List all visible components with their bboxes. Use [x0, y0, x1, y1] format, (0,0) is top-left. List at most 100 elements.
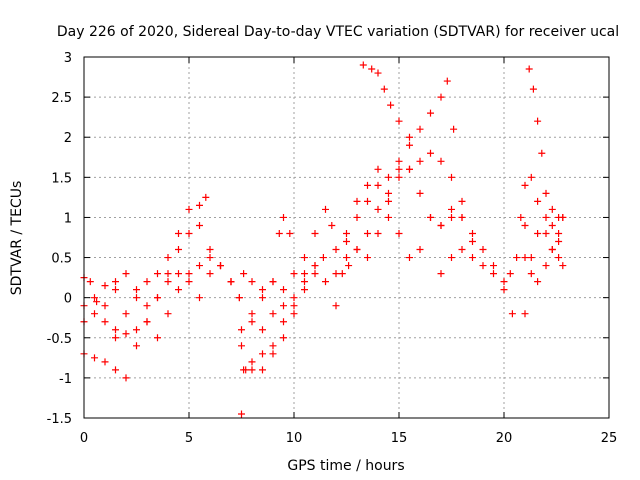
data-point — [458, 197, 466, 205]
data-point — [332, 246, 340, 254]
data-point — [343, 229, 350, 237]
series-track-13 — [359, 61, 476, 237]
series-track-6 — [238, 254, 327, 418]
data-point — [479, 246, 487, 254]
data-point — [385, 189, 392, 197]
data-point — [143, 318, 151, 326]
x-tick-label: 5 — [185, 431, 193, 446]
series-track-10 — [240, 262, 319, 374]
data-point — [385, 213, 392, 221]
data-point — [185, 229, 193, 237]
data-point — [427, 149, 434, 157]
data-point — [508, 310, 516, 318]
data-point — [374, 229, 382, 237]
data-point — [175, 229, 182, 237]
data-point — [529, 85, 537, 93]
data-point — [395, 229, 403, 237]
data-point — [301, 254, 308, 262]
x-axis-label: GPS time / hours — [287, 458, 404, 474]
data-point — [175, 246, 182, 254]
grid-lines — [84, 57, 609, 418]
x-tick-label: 10 — [286, 431, 303, 446]
data-point — [548, 246, 556, 254]
data-point — [196, 262, 203, 270]
data-points — [80, 61, 567, 418]
data-point — [196, 201, 203, 209]
data-point — [91, 294, 98, 302]
data-point — [93, 298, 101, 306]
data-point — [416, 125, 424, 133]
data-point — [112, 334, 119, 342]
data-point — [343, 254, 350, 262]
data-point — [185, 278, 193, 286]
data-point — [359, 61, 367, 69]
data-point — [332, 270, 340, 278]
x-tick-label: 20 — [496, 431, 513, 446]
x-tick-label: 0 — [80, 431, 88, 446]
data-point — [240, 270, 248, 278]
data-point — [406, 165, 413, 173]
data-point — [380, 85, 388, 93]
data-point — [227, 278, 235, 286]
data-point — [559, 262, 567, 270]
data-point — [143, 278, 151, 286]
series-track-1 — [80, 193, 210, 318]
data-point — [196, 294, 203, 302]
data-point — [527, 254, 535, 262]
data-point — [538, 149, 546, 157]
data-point — [416, 189, 424, 197]
data-point — [91, 354, 98, 362]
data-point — [395, 173, 403, 181]
data-point — [448, 213, 455, 221]
data-point — [311, 229, 319, 237]
data-point — [427, 109, 434, 117]
y-tick-label: 3 — [64, 51, 72, 66]
data-point — [235, 294, 243, 302]
data-point — [259, 326, 266, 334]
y-tick-label: 2.5 — [51, 91, 72, 106]
data-point — [322, 278, 329, 286]
data-point — [185, 270, 193, 278]
data-point — [238, 410, 245, 418]
data-point — [385, 173, 392, 181]
x-tick-label: 15 — [391, 431, 408, 446]
data-point — [527, 270, 535, 278]
data-point — [154, 334, 161, 342]
data-point — [517, 213, 525, 221]
data-point — [122, 310, 130, 318]
data-point — [248, 318, 256, 326]
data-point — [328, 221, 336, 229]
data-point — [319, 254, 327, 262]
series-track-9 — [240, 213, 294, 294]
series-track-21 — [521, 205, 567, 318]
data-point — [311, 270, 319, 278]
data-point — [154, 270, 161, 278]
data-point — [374, 205, 382, 213]
data-point — [534, 197, 542, 205]
data-point — [206, 246, 214, 254]
data-point — [416, 246, 424, 254]
data-point — [521, 310, 529, 318]
data-point — [269, 350, 277, 358]
data-point — [133, 326, 140, 334]
data-point — [206, 254, 214, 262]
data-point — [469, 238, 476, 246]
data-point — [143, 302, 151, 310]
data-point — [448, 254, 455, 262]
data-point — [248, 278, 256, 286]
series-track-17 — [448, 173, 516, 318]
data-point — [202, 193, 210, 201]
data-point — [175, 270, 182, 278]
data-point — [374, 69, 382, 77]
data-point — [395, 117, 403, 125]
data-point — [280, 213, 287, 221]
y-tick-label: 0.5 — [51, 252, 72, 267]
data-point — [500, 278, 508, 286]
data-point — [364, 181, 371, 189]
data-point — [458, 246, 466, 254]
series-track-18 — [525, 65, 563, 246]
data-point — [437, 93, 445, 101]
data-point — [437, 270, 445, 278]
data-point — [374, 165, 382, 173]
